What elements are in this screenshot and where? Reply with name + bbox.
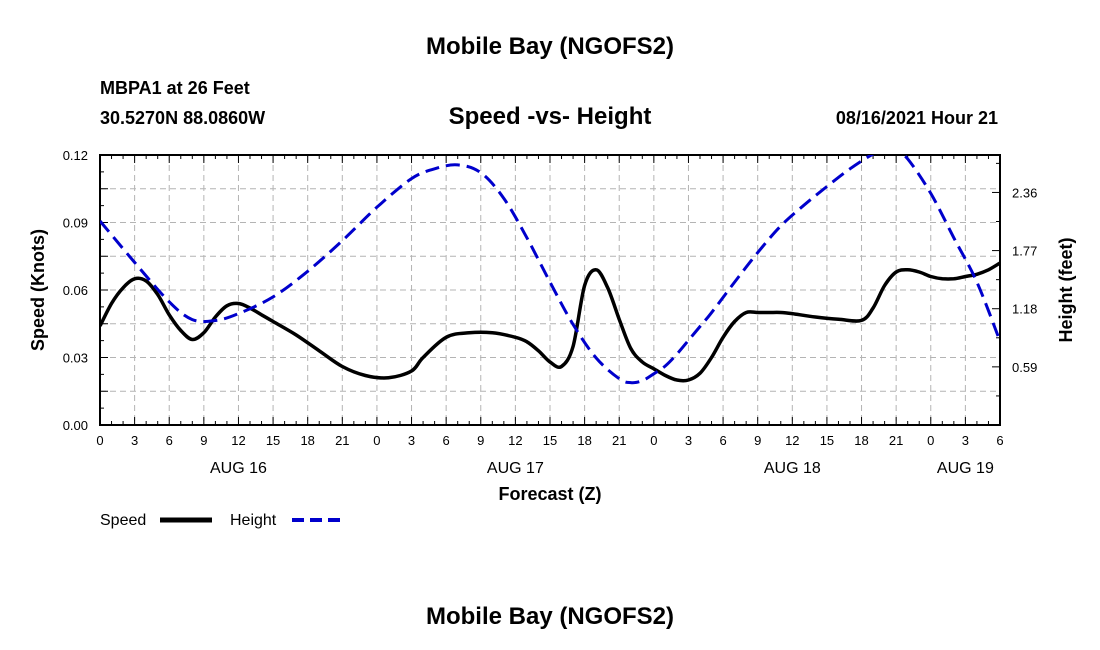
day-label: AUG 19 (937, 460, 994, 477)
y-left-tick-label: 0.06 (63, 283, 88, 298)
x-tick-label: 21 (612, 433, 626, 448)
footer-title: Mobile Bay (NGOFS2) (426, 603, 674, 630)
y-left-tick-labels: 0.00 0.03 0.06 0.09 0.12 (63, 148, 88, 433)
x-tick-label: 9 (754, 433, 761, 448)
x-tick-labels: 0 3 6 9 12 15 18 21 0 3 6 9 12 15 18 21 0 3 6 9 12 15 18 21 0 3 6 (96, 433, 1003, 448)
chart-title: Mobile Bay (NGOFS2) (426, 33, 674, 60)
x-tick-label: 9 (477, 433, 484, 448)
x-tick-label: 15 (543, 433, 557, 448)
day-label: AUG 18 (764, 460, 821, 477)
y-right-axis-title: Height (feet) (1056, 238, 1076, 343)
x-tick-label: 6 (996, 433, 1003, 448)
x-tick-label: 0 (927, 433, 934, 448)
x-tick-label: 3 (408, 433, 415, 448)
station-label: MBPA1 at 26 Feet (100, 78, 250, 98)
x-tick-label: 12 (508, 433, 522, 448)
x-tick-label: 6 (443, 433, 450, 448)
day-label: AUG 16 (210, 460, 267, 477)
x-tick-label: 18 (577, 433, 591, 448)
x-tick-label: 3 (685, 433, 692, 448)
x-tick-label: 18 (854, 433, 868, 448)
location-label: 30.5270N 88.0860W (100, 108, 265, 128)
y-left-axis-title: Speed (Knots) (28, 229, 48, 351)
y-right-tick-label: 2.36 (1012, 185, 1037, 200)
x-tick-label: 0 (650, 433, 657, 448)
x-axis-title: Forecast (Z) (498, 484, 601, 504)
y-left-tick-label: 0.03 (63, 351, 88, 366)
x-tick-label: 3 (962, 433, 969, 448)
x-tick-label: 15 (266, 433, 280, 448)
y-right-tick-label: 1.18 (1012, 302, 1037, 317)
x-tick-label: 6 (166, 433, 173, 448)
day-labels: AUG 16 AUG 17 AUG 18 AUG 19 (210, 460, 994, 477)
day-label: AUG 17 (487, 460, 544, 477)
x-tick-label: 21 (889, 433, 903, 448)
y-right-tick-label: 1.77 (1012, 244, 1037, 259)
x-tick-label: 15 (820, 433, 834, 448)
y-right-tick-labels: 0.59 1.18 1.77 2.36 (1012, 185, 1037, 374)
grid-lines (100, 155, 1000, 425)
y-left-tick-label: 0.09 (63, 216, 88, 231)
series-line-speed (100, 261, 1000, 383)
legend: Speed Height (100, 512, 342, 529)
legend-speed-label: Speed (100, 512, 146, 529)
legend-height-label: Height (230, 512, 277, 529)
chart-subtitle: Speed -vs- Height (449, 103, 652, 130)
x-tick-label: 21 (335, 433, 349, 448)
x-tick-label: 0 (96, 433, 103, 448)
x-tick-label: 18 (300, 433, 314, 448)
data-series (100, 155, 1000, 385)
x-tick-label: 3 (131, 433, 138, 448)
x-tick-label: 9 (200, 433, 207, 448)
x-tick-label: 12 (785, 433, 799, 448)
timestamp-label: 08/16/2021 Hour 21 (836, 108, 998, 128)
series-line-height (100, 155, 1000, 385)
y-right-tick-label: 0.59 (1012, 360, 1037, 375)
x-tick-label: 12 (231, 433, 245, 448)
x-tick-label: 6 (719, 433, 726, 448)
y-left-tick-label: 0.00 (63, 418, 88, 433)
x-tick-label: 0 (373, 433, 380, 448)
y-left-tick-label: 0.12 (63, 148, 88, 163)
plot-frame (99, 154, 1001, 426)
